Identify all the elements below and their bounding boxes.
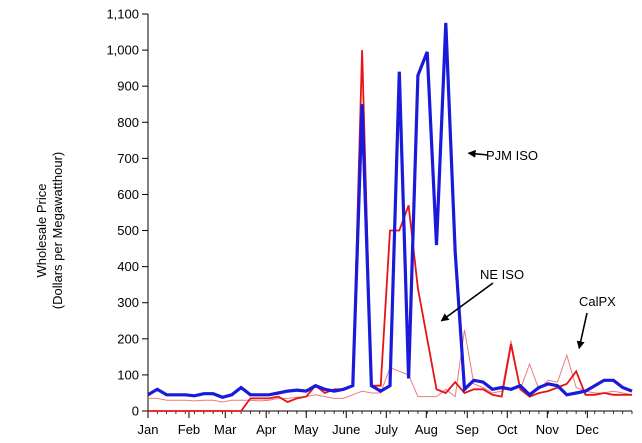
series-layer <box>147 22 633 412</box>
annotation-arrow <box>440 282 494 322</box>
annotation-arrow <box>576 312 588 350</box>
x-tick-label: Apr <box>256 422 277 437</box>
series-line-pjm-iso <box>147 22 633 399</box>
y-tick-label: 100 <box>117 367 139 382</box>
x-tick-label: Dec <box>576 422 600 437</box>
y-axis-title-line: Wholesale Price <box>34 184 49 278</box>
y-tick-label: 1,100 <box>106 7 139 22</box>
x-tick-label: Nov <box>536 422 560 437</box>
annotation-calpx: CalPX <box>579 294 616 309</box>
annotation-arrow <box>467 149 489 158</box>
y-tick-label: 700 <box>117 151 139 166</box>
x-tick-label: Oct <box>497 422 518 437</box>
annotation-pjm-iso: PJM ISO <box>486 148 538 163</box>
x-tick-label: Sep <box>456 422 479 437</box>
x-tick-label: Aug <box>415 422 438 437</box>
series-line-ne-iso <box>148 50 632 412</box>
y-tick-label: 200 <box>117 331 139 346</box>
y-tick-label: 800 <box>117 115 139 130</box>
y-axis-title: Wholesale Price(Dollars per Megawatthour… <box>34 152 65 310</box>
y-tick-label: 300 <box>117 295 139 310</box>
y-tick-label: 1,000 <box>106 43 139 58</box>
y-tick-label: 500 <box>117 223 139 238</box>
x-tick-label: Feb <box>178 422 200 437</box>
x-tick-label: May <box>294 422 319 437</box>
y-tick-label: 900 <box>117 79 139 94</box>
y-ticks: 0 100 200 300 400 500 600 700 800 900 1,000 1,100 <box>106 7 148 419</box>
x-tick-label: June <box>332 422 360 437</box>
y-tick-label: 600 <box>117 187 139 202</box>
y-tick-label: 400 <box>117 259 139 274</box>
y-tick-label: 0 <box>132 404 139 419</box>
annotation-ne-iso: NE ISO <box>480 267 524 282</box>
x-ticks: Jan Feb Mar Apr May June July Aug Sep Oct Nov Dec <box>138 411 633 437</box>
x-tick-label: Jan <box>138 422 159 437</box>
x-tick-label: Mar <box>214 422 237 437</box>
annotations: PJM ISO NE ISO CalPX <box>440 148 616 350</box>
y-axis-title-line: (Dollars per Megawatthour) <box>50 152 65 310</box>
x-tick-label: July <box>375 422 399 437</box>
